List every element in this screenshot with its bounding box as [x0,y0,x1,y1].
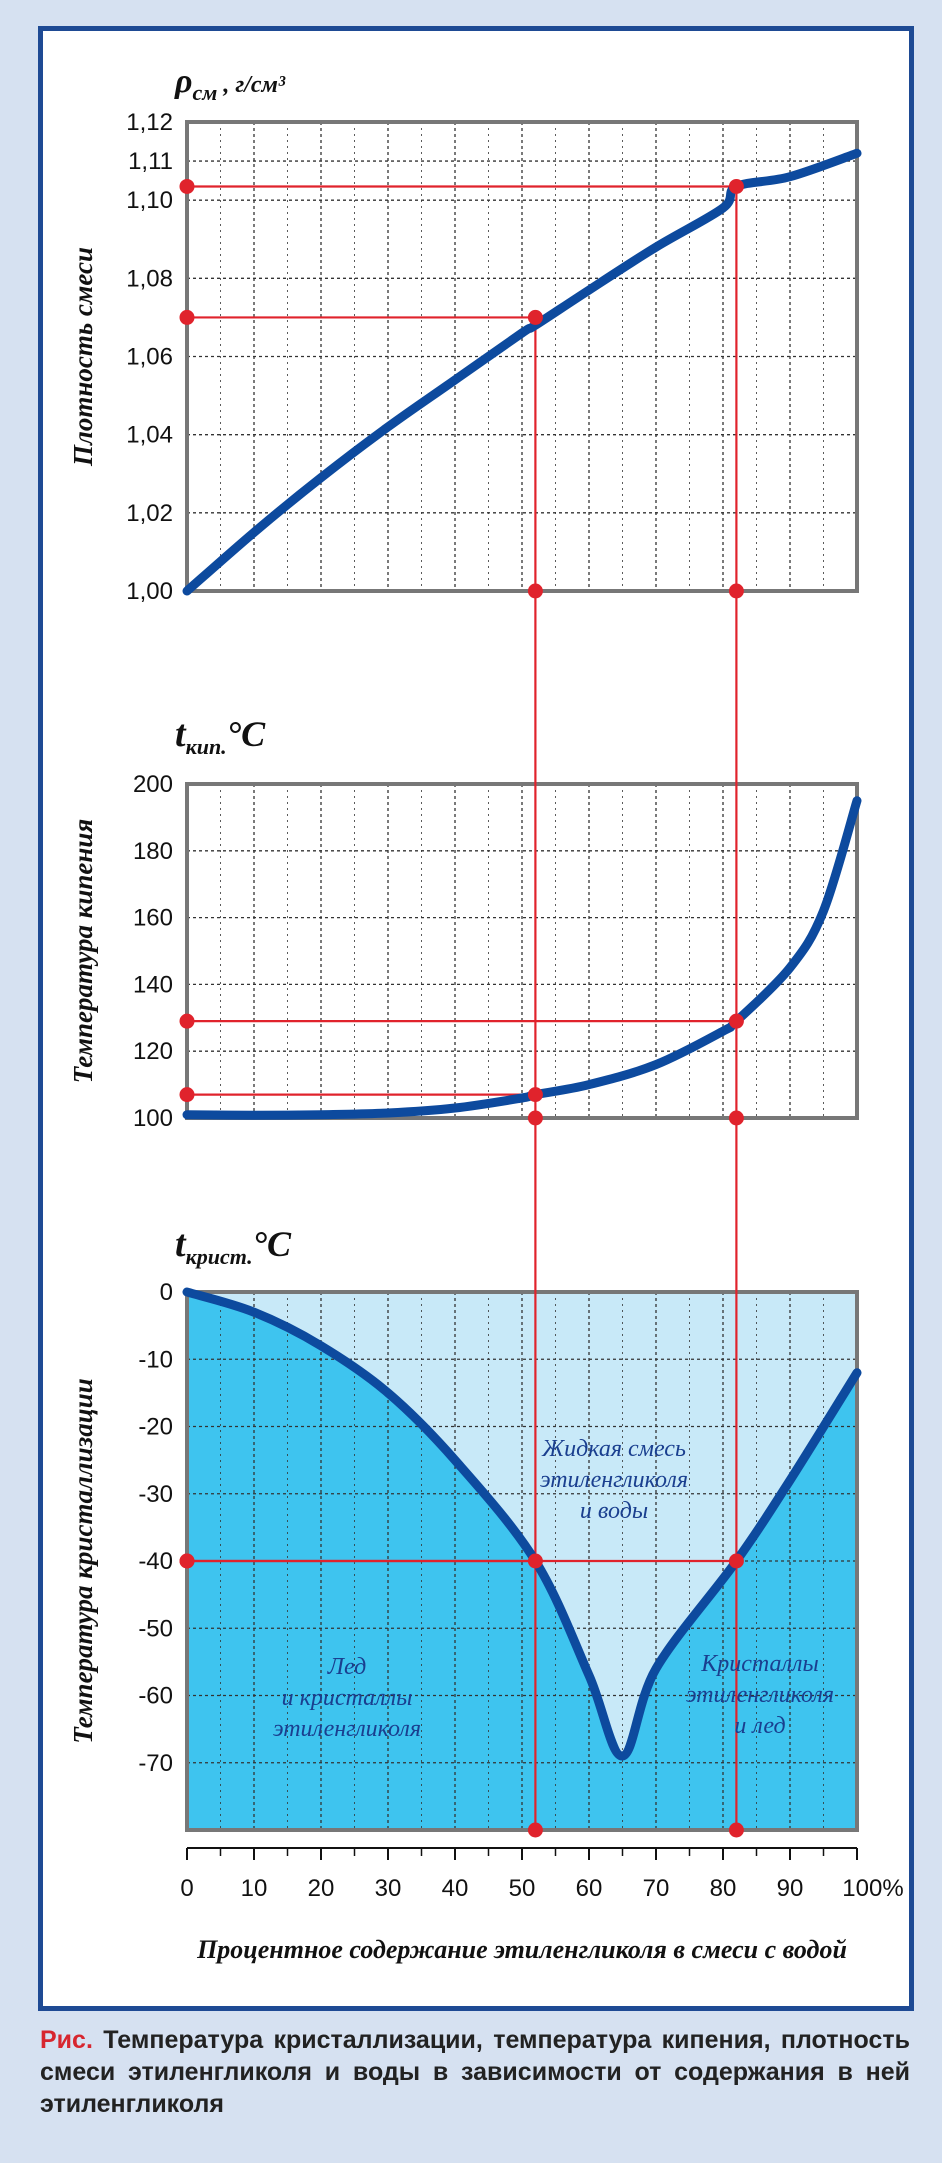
density-guide-y-point [179,178,195,194]
density-guide-curve-point [728,178,744,194]
x-tick-label: 90 [777,1875,804,1902]
crystallization-guide-curve-point [728,1553,744,1569]
x-tick-label: 50 [509,1875,536,1902]
density-unit-label: ρсм , г/см³ [174,63,286,105]
crystallization-ytick-label: -60 [138,1683,173,1710]
crystallization-unit-label: tкрист.°C [175,1223,292,1269]
density-ytick-label: 1,04 [126,422,173,449]
crystallization-ytick-label: -40 [138,1548,173,1575]
density-guide-x-point [527,583,543,599]
x-tick-label: 0 [180,1875,193,1902]
boiling-ytick-label: 160 [133,905,173,932]
x-tick-label: 80 [710,1875,737,1902]
crystallization-ytick-label: -30 [138,1481,173,1508]
caption-lead: Рис. [40,2026,93,2054]
density-ytick-label: 1,00 [126,578,173,605]
x-axis-title: Процентное содержание этиленгликоля в см… [196,1935,847,1964]
boiling-guide-curve-point [527,1087,543,1103]
density-ytick-label: 1,10 [126,187,173,214]
crystallization-guide-x-point [728,1822,744,1838]
x-tick-label: 40 [442,1875,469,1902]
boiling-ytick-label: 100 [133,1105,173,1132]
crystallization-ytick-label: 0 [160,1279,173,1306]
x-tick-label: 30 [375,1875,402,1902]
density-ytick-label: 1,02 [126,500,173,527]
crystallization-curve [182,1287,862,1761]
density-ytick-label: 1,08 [126,265,173,292]
guide-points-layer [179,178,744,1838]
crystallization-ytick-label: -20 [138,1414,173,1441]
boiling-curve [182,796,862,1120]
x-tick-label: 20 [308,1875,335,1902]
caption-text: Температура кристаллизации, температура … [40,2026,910,2118]
boiling-guide-y-point [179,1087,195,1103]
density-guide-x-point [728,583,744,599]
density-axis-title: Плотность смеси [68,247,98,467]
boiling-guide-x-point [527,1110,543,1126]
density-guide-y-point [179,309,195,325]
region-label-1: этиленгликоля [273,1716,421,1742]
grid-layer [185,120,859,1860]
boiling-axis-title: Температура кипения [68,819,98,1084]
boiling-ytick-label: 120 [133,1038,173,1065]
guide-lines-layer [187,185,738,1830]
region-label-2: этиленгликоля [686,1682,834,1708]
region-label-0: Жидкая смесь [541,1436,686,1462]
density-ytick-label: 1,12 [126,109,173,136]
boiling-unit-label: tкип.°C [175,713,266,759]
crystallization-ytick-label: -70 [138,1750,173,1777]
crystallization-guide-y-point [179,1553,195,1569]
boiling-guide-x-point [728,1110,744,1126]
x-tick-label: 100% [842,1875,903,1902]
x-tick-label: 10 [241,1875,268,1902]
region-label-2: Кристаллы [700,1651,818,1677]
region-label-2: и лед [734,1713,785,1739]
x-tick-label: 60 [576,1875,603,1902]
region-label-0: и воды [580,1498,648,1524]
density-guide-curve-point [527,309,543,325]
boiling-ytick-label: 200 [133,771,173,798]
boiling-ytick-label: 180 [133,838,173,865]
region-label-1: Лед [327,1654,366,1680]
region-label-1: и кристаллы [282,1685,413,1711]
x-tick-label: 70 [643,1875,670,1902]
region-label-0: этиленгликоля [540,1467,688,1493]
density-plot-frame [185,120,859,593]
figure-caption: Рис. Температура кристаллизации, темпера… [40,2024,910,2120]
boiling-plot-frame [185,782,859,1120]
crystallization-guide-curve-point [527,1553,543,1569]
crystallization-ytick-label: -10 [138,1346,173,1373]
boiling-guide-curve-point [728,1013,744,1029]
crystallization-guide-x-point [527,1822,543,1838]
labels-layer: 1,00 1,02 1,04 1,06 1,08 1,10 1,11 1,12 Плотност… [68,63,904,1964]
density-ytick-label: 1,11 [128,148,173,175]
boiling-guide-y-point [179,1013,195,1029]
boiling-ytick-label: 140 [133,971,173,998]
density-ytick-label: 1,06 [126,344,173,371]
figure-svg: 1,00 1,02 1,04 1,06 1,08 1,10 1,11 1,12 Плотност… [68,63,904,1964]
crystallization-ytick-label: -50 [138,1615,173,1642]
crystallization-axis-title: Температура кристаллизации [68,1378,98,1744]
